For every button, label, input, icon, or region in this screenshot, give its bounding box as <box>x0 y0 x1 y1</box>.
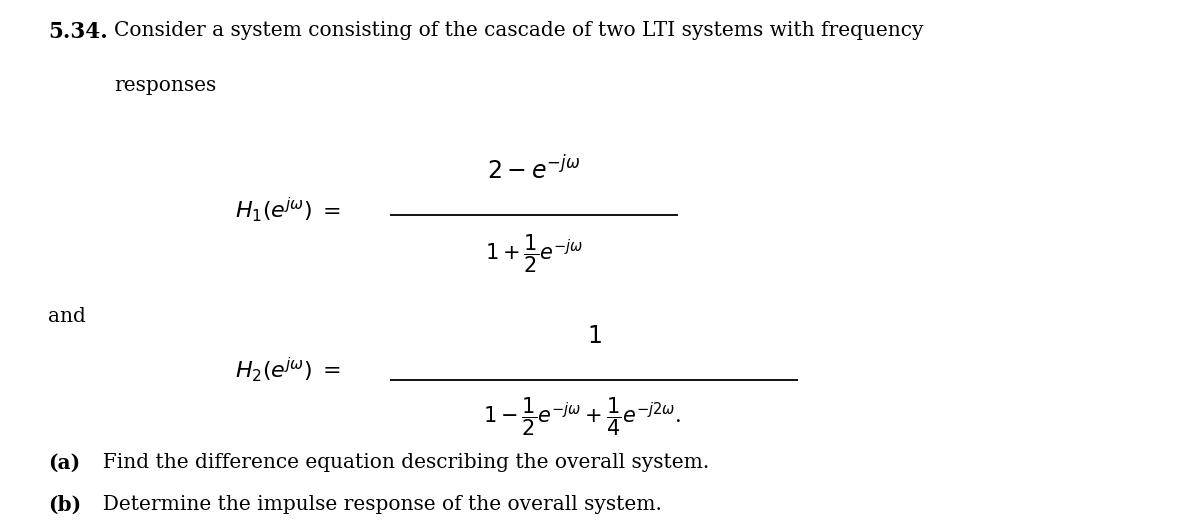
Text: (b): (b) <box>48 495 82 515</box>
Text: $H_1(e^{j\omega})$: $H_1(e^{j\omega})$ <box>235 195 312 224</box>
Text: responses: responses <box>114 76 216 95</box>
Text: and: and <box>48 307 86 325</box>
Text: $H_2(e^{j\omega})$: $H_2(e^{j\omega})$ <box>235 355 312 384</box>
Text: (a): (a) <box>48 453 80 473</box>
Text: $=$: $=$ <box>318 199 341 221</box>
Text: $2 - e^{-j\omega}$: $2 - e^{-j\omega}$ <box>487 156 581 184</box>
Text: Consider a system consisting of the cascade of two LTI systems with frequency: Consider a system consisting of the casc… <box>114 21 924 40</box>
Text: $=$: $=$ <box>318 358 341 380</box>
Text: Find the difference equation describing the overall system.: Find the difference equation describing … <box>90 453 709 472</box>
Text: Determine the impulse response of the overall system.: Determine the impulse response of the ov… <box>90 495 662 514</box>
Text: $1 + \dfrac{1}{2}e^{-j\omega}$: $1 + \dfrac{1}{2}e^{-j\omega}$ <box>485 233 583 276</box>
Text: $1 - \dfrac{1}{2}e^{-j\omega} + \dfrac{1}{4}e^{-j2\omega}$.: $1 - \dfrac{1}{2}e^{-j\omega} + \dfrac{1… <box>482 395 682 438</box>
Text: $1$: $1$ <box>587 325 601 348</box>
Text: 5.34.: 5.34. <box>48 21 108 43</box>
